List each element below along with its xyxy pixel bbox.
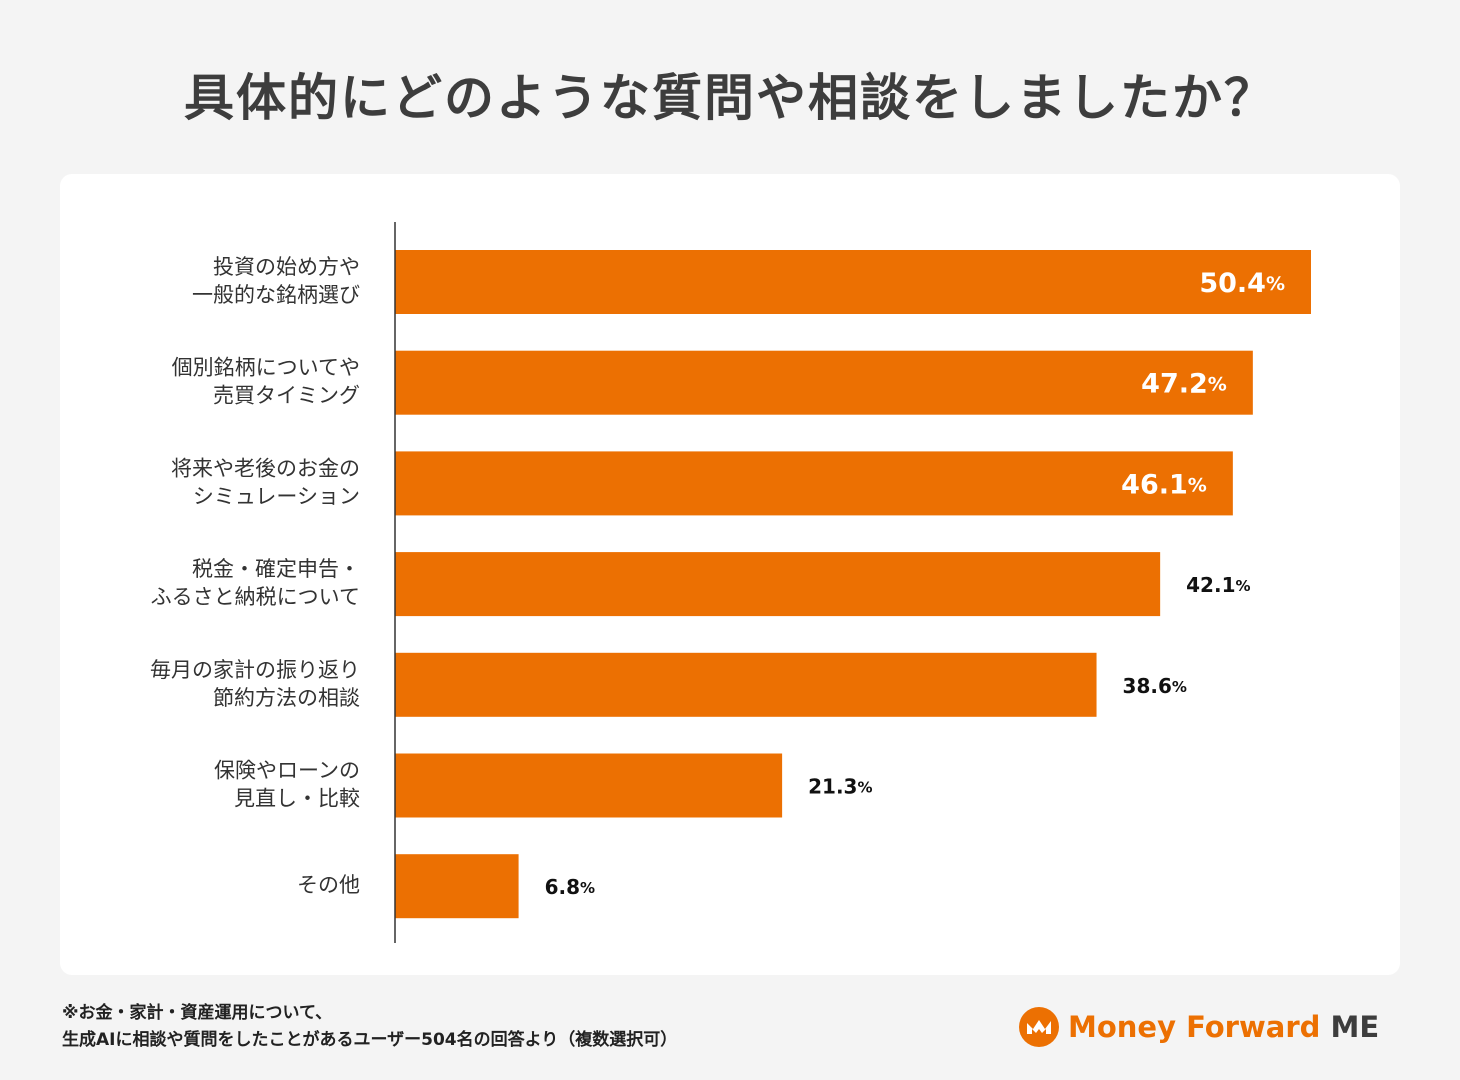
category-label: 税金・確定申告・ bbox=[192, 557, 360, 581]
value-label: 42.1% bbox=[1186, 573, 1250, 597]
category-label: ふるさと納税について bbox=[151, 585, 360, 609]
category-label: 一般的な銘柄選び bbox=[192, 283, 360, 307]
value-label: 6.8% bbox=[545, 875, 595, 899]
chart-card: 投資の始め方や一般的な銘柄選び 50.4% 個別銘柄についてや売買タイミング 47.2… bbox=[60, 174, 1400, 975]
footnote: ※お金・家計・資産運用について、 生成AIに相談や質問をしたことがあるユーザー5… bbox=[62, 1000, 677, 1054]
brand-name-main: Money Forward bbox=[1068, 1010, 1321, 1044]
category-label: 節約方法の相談 bbox=[213, 686, 360, 710]
bar bbox=[395, 652, 1097, 717]
brand-name-me: ME bbox=[1330, 1010, 1380, 1044]
category-label: シミュレーション bbox=[193, 484, 360, 508]
bar bbox=[395, 753, 783, 818]
value-label: 21.3% bbox=[808, 774, 872, 798]
category-label: 保険やローンの bbox=[214, 759, 360, 783]
value-label: 46.1% bbox=[1121, 469, 1207, 500]
category-label: その他 bbox=[297, 873, 360, 897]
bar bbox=[395, 250, 1311, 314]
bar bbox=[395, 451, 1233, 516]
category-label: 毎月の家計の振り返り bbox=[150, 658, 360, 682]
page-title: 具体的にどのような質問や相談をしましたか？ bbox=[184, 69, 1276, 127]
money-forward-logo-icon bbox=[1019, 1007, 1059, 1047]
brand-logo: Money Forward ME bbox=[1018, 1004, 1379, 1050]
brand-name: Money Forward ME bbox=[1068, 1010, 1379, 1044]
footnote-line-1: ※お金・家計・資産運用について、 bbox=[62, 1003, 333, 1023]
category-label: 個別銘柄についてや bbox=[172, 356, 360, 380]
bar bbox=[395, 552, 1161, 617]
category-label: 投資の始め方や bbox=[213, 255, 360, 279]
footnote-line-2: 生成AIに相談や質問をしたことがあるユーザー504名の回答より（複数選択可） bbox=[62, 1030, 678, 1050]
bar bbox=[395, 854, 519, 919]
category-label: 見直し・比較 bbox=[234, 787, 360, 811]
bar bbox=[395, 350, 1253, 415]
value-label: 38.6% bbox=[1123, 673, 1187, 697]
value-label: 47.2% bbox=[1141, 368, 1227, 399]
category-label: 将来や老後のお金の bbox=[171, 456, 360, 480]
value-label: 50.4% bbox=[1199, 268, 1285, 299]
category-label: 売買タイミング bbox=[213, 384, 360, 408]
